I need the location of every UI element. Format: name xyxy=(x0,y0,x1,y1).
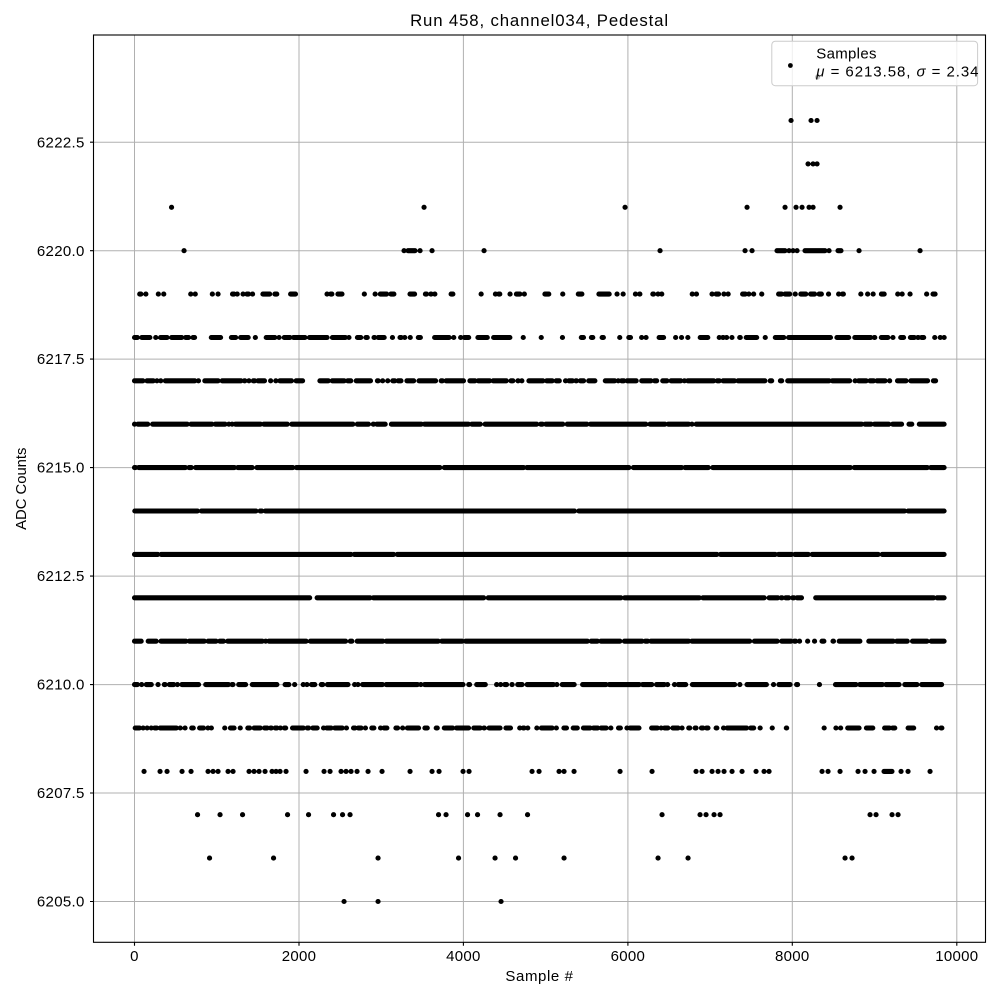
svg-text:ADC Counts: ADC Counts xyxy=(14,448,30,530)
svg-text:6205.0: 6205.0 xyxy=(37,894,85,911)
svg-text:6000: 6000 xyxy=(611,948,646,965)
svg-text:6215.0: 6215.0 xyxy=(37,460,85,477)
svg-text:6207.5: 6207.5 xyxy=(37,785,85,802)
svg-text:8000: 8000 xyxy=(775,948,810,965)
svg-text:6220.0: 6220.0 xyxy=(37,243,85,260)
svg-text:μ = 6213.58, σ = 2.34: μ = 6213.58, σ = 2.34 xyxy=(815,63,979,80)
svg-text:Sample #: Sample # xyxy=(505,968,573,985)
svg-text:0: 0 xyxy=(130,948,139,965)
svg-text:Samples: Samples xyxy=(816,46,876,63)
svg-text:6212.5: 6212.5 xyxy=(37,568,85,585)
svg-text:6217.5: 6217.5 xyxy=(37,351,85,368)
svg-text:4000: 4000 xyxy=(446,948,481,965)
svg-text:Run 458, channel034, Pedestal: Run 458, channel034, Pedestal xyxy=(410,11,669,30)
svg-text:6210.0: 6210.0 xyxy=(37,677,85,694)
svg-text:2000: 2000 xyxy=(282,948,317,965)
svg-text:10000: 10000 xyxy=(935,948,978,965)
svg-text:6222.5: 6222.5 xyxy=(37,134,85,151)
